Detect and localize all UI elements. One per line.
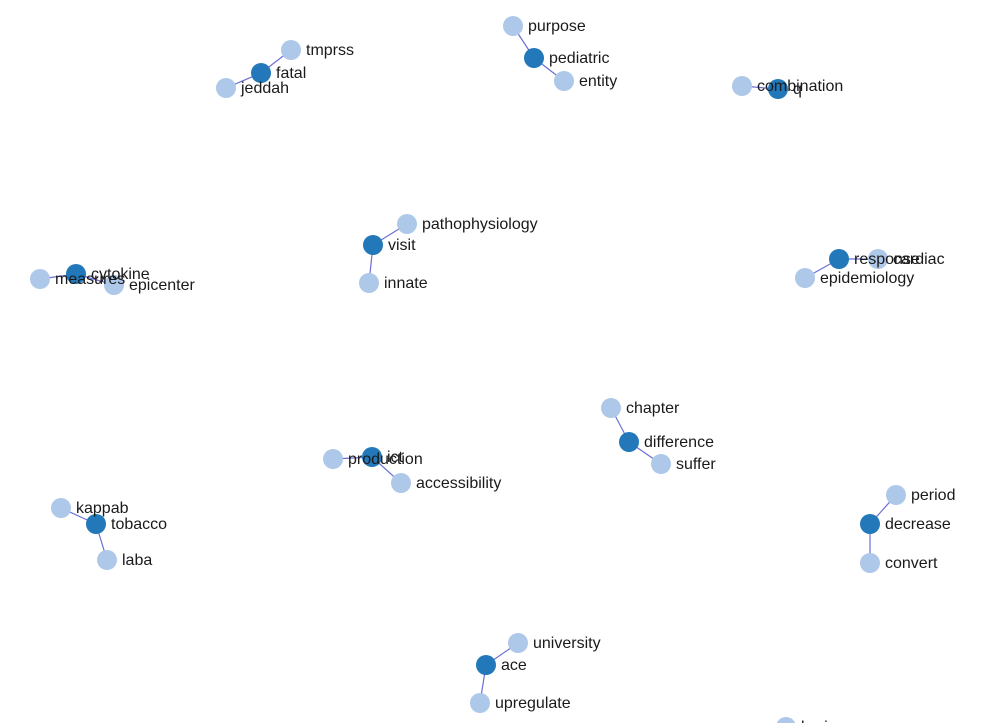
node-accessibility[interactable]: [391, 473, 411, 493]
node-label-chapter: chapter: [626, 400, 680, 417]
node-tobacco[interactable]: [86, 514, 106, 534]
node-label-upregulate: upregulate: [495, 695, 571, 712]
node-university[interactable]: [508, 633, 528, 653]
node-visit[interactable]: [363, 235, 383, 255]
node-entity[interactable]: [554, 71, 574, 91]
node-epidemiology[interactable]: [795, 268, 815, 288]
node-label-production: production: [348, 451, 423, 468]
node-label-kappab: kappab: [76, 500, 129, 517]
node-decrease[interactable]: [860, 514, 880, 534]
node-tmprss[interactable]: [281, 40, 301, 60]
node-label-cardiac: cardiac: [893, 251, 945, 268]
node-label-suffer: suffer: [676, 456, 716, 473]
node-production[interactable]: [323, 449, 343, 469]
node-label-laba: laba: [122, 552, 152, 569]
node-laba[interactable]: [97, 550, 117, 570]
node-label-difference: difference: [644, 434, 714, 451]
node-chapter[interactable]: [601, 398, 621, 418]
edge-layer: [39, 25, 897, 704]
node-label-convert: convert: [885, 555, 938, 572]
node-epicenter[interactable]: [104, 275, 124, 295]
node-q[interactable]: [768, 79, 788, 99]
node-kappab[interactable]: [51, 498, 71, 518]
node-label-tmprss: tmprss: [306, 42, 354, 59]
node-label-entity: entity: [579, 73, 617, 90]
node-measures[interactable]: [30, 269, 50, 289]
node-difference[interactable]: [619, 432, 639, 452]
node-response[interactable]: [829, 249, 849, 269]
node-cytokine[interactable]: [66, 264, 86, 284]
node-jeddah[interactable]: [216, 78, 236, 98]
node-label-ace: ace: [501, 657, 527, 674]
node-ict[interactable]: [362, 447, 382, 467]
node-label-university: university: [533, 635, 601, 652]
node-label-accessibility: accessibility: [416, 475, 501, 492]
node-innate[interactable]: [359, 273, 379, 293]
node-label-visit: visit: [388, 237, 416, 254]
node-ace[interactable]: [476, 655, 496, 675]
node-label-pathophysiology: pathophysiology: [422, 216, 538, 233]
node-fatal[interactable]: [251, 63, 271, 83]
node-label-brain: brain: [801, 719, 837, 723]
node-label-tobacco: tobacco: [111, 516, 167, 533]
node-layer: [30, 16, 906, 723]
node-label-period: period: [911, 487, 955, 504]
node-label-pediatric: pediatric: [549, 50, 609, 67]
node-label-decrease: decrease: [885, 516, 951, 533]
node-purpose[interactable]: [503, 16, 523, 36]
node-label-epidemiology: epidemiology: [820, 270, 914, 287]
node-label-ict: ict: [387, 449, 404, 466]
node-period[interactable]: [886, 485, 906, 505]
node-cardiac[interactable]: [868, 249, 888, 269]
node-label-jeddah: jeddah: [240, 80, 289, 97]
node-label-purpose: purpose: [528, 18, 586, 35]
node-upregulate[interactable]: [470, 693, 490, 713]
node-combination[interactable]: [732, 76, 752, 96]
node-label-fatal: fatal: [276, 65, 306, 82]
node-suffer[interactable]: [651, 454, 671, 474]
node-convert[interactable]: [860, 553, 880, 573]
node-pediatric[interactable]: [524, 48, 544, 68]
node-label-epicenter: epicenter: [129, 277, 195, 294]
node-brain[interactable]: [776, 717, 796, 723]
node-label-innate: innate: [384, 275, 428, 292]
node-pathophysiology[interactable]: [397, 214, 417, 234]
node-label-q: q: [793, 81, 802, 98]
